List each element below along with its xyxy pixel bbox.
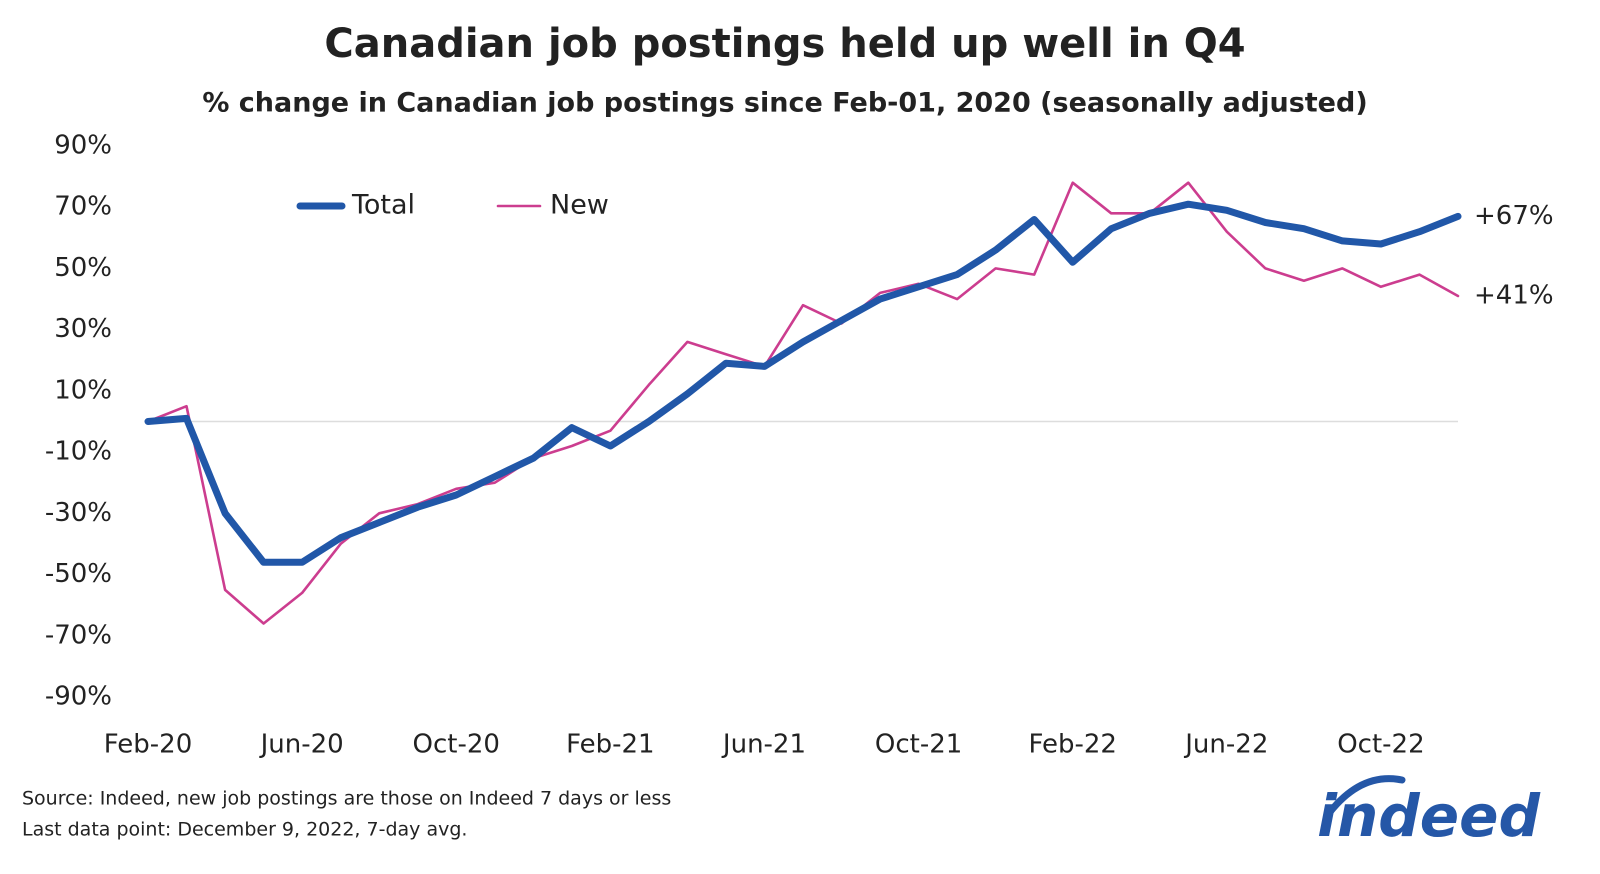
x-tick-label: Feb-21 bbox=[566, 730, 655, 760]
chart-subtitle: % change in Canadian job postings since … bbox=[202, 88, 1367, 119]
y-tick-label: -70% bbox=[45, 620, 112, 650]
x-tick-label: Jun-22 bbox=[1183, 730, 1268, 760]
source-note: Source: Indeed, new job postings are tho… bbox=[22, 788, 671, 810]
y-tick-label: -50% bbox=[45, 559, 112, 589]
y-tick-label: -90% bbox=[45, 682, 112, 712]
x-tick-label: Jun-21 bbox=[721, 730, 806, 760]
x-tick-label: Jun-20 bbox=[259, 730, 344, 760]
end-label: +41% bbox=[1474, 280, 1554, 310]
y-tick-label: -30% bbox=[45, 498, 112, 528]
legend-label: Total bbox=[351, 190, 415, 221]
x-tick-label: Feb-22 bbox=[1028, 730, 1117, 760]
series-line bbox=[146, 181, 1460, 625]
y-tick-label: 90% bbox=[54, 131, 112, 161]
data-note: Last data point: December 9, 2022, 7-day… bbox=[22, 819, 467, 841]
x-tick-label: Oct-20 bbox=[413, 730, 500, 760]
y-tick-label: 30% bbox=[54, 314, 112, 344]
logo-arc bbox=[1326, 775, 1406, 816]
end-label: +67% bbox=[1474, 201, 1554, 231]
x-tick-label: Oct-22 bbox=[1337, 730, 1424, 760]
y-tick-label: 50% bbox=[54, 253, 112, 283]
logo: indeed bbox=[1317, 782, 1540, 850]
chart-title: Canadian job postings held up well in Q4 bbox=[324, 21, 1245, 67]
y-tick-label: -10% bbox=[45, 437, 112, 467]
legend-label: New bbox=[550, 190, 609, 221]
x-tick-label: Feb-20 bbox=[104, 730, 193, 760]
x-tick-label: Oct-21 bbox=[875, 730, 962, 760]
y-tick-label: 10% bbox=[54, 375, 112, 405]
series-line bbox=[144, 200, 1462, 566]
y-tick-label: 70% bbox=[54, 192, 112, 222]
